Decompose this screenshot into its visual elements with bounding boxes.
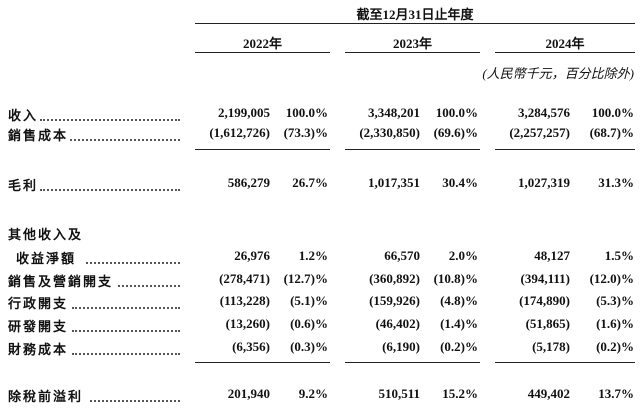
row-label-cost-of-sales: 銷售成本	[8, 128, 69, 143]
cell-percent: (1.4)%	[440, 316, 478, 331]
cell-value: 1,027,319	[518, 175, 570, 190]
cell-percent: (12.7)%	[283, 271, 328, 286]
year-2024-header: 2024年	[545, 36, 585, 51]
cell-value: 66,570	[384, 248, 420, 263]
leader-dots	[40, 119, 180, 121]
cell-value: 48,127	[534, 248, 570, 263]
cell-percent: (4.8)%	[440, 293, 478, 308]
year-2024-rule	[495, 52, 635, 53]
cell-value: (360,892)	[369, 271, 420, 286]
row-label-profit-before-tax: 除稅前溢利	[8, 389, 84, 404]
cell-value: (2,257,257)	[509, 125, 570, 140]
cell-percent: 100.0%	[285, 105, 328, 120]
leader-dots	[70, 139, 180, 141]
cell-value: (6,356)	[232, 339, 270, 354]
cell-value: 26,976	[234, 248, 270, 263]
row-label-rd-expenses: 研發開支	[8, 319, 69, 334]
sum-rule	[195, 362, 330, 363]
cell-value: (394,111)	[520, 271, 570, 286]
cell-percent: 13.7%	[598, 386, 634, 401]
year-2022-rule	[195, 52, 330, 53]
cell-value: 3,284,576	[518, 105, 570, 120]
cell-value: (46,402)	[375, 316, 420, 331]
row-label-other-income-line1: 其他收入及	[8, 227, 84, 242]
cell-percent: 26.7%	[292, 175, 328, 190]
cell-value: (13,260)	[225, 316, 270, 331]
cell-percent: (0.2)%	[596, 339, 634, 354]
row-label-finance-costs: 財務成本	[8, 342, 69, 357]
year-2023-header: 2023年	[392, 36, 432, 51]
cell-percent: (0.3)%	[290, 339, 328, 354]
cell-percent: 1.5%	[604, 248, 634, 263]
cell-percent: 30.4%	[442, 175, 478, 190]
cell-percent: (69.6)%	[433, 125, 478, 140]
cell-percent: (1.6)%	[596, 316, 634, 331]
cell-percent: 1.2%	[298, 248, 328, 263]
cell-percent: 31.3%	[598, 175, 634, 190]
leader-dots	[86, 262, 180, 264]
year-2022-header: 2022年	[242, 36, 282, 51]
sum-rule	[495, 362, 635, 363]
cell-value: (2,330,850)	[359, 125, 420, 140]
leader-dots	[40, 189, 180, 191]
period-title: 截至12月31日止年度	[356, 7, 474, 22]
cell-percent: (0.6)%	[290, 316, 328, 331]
row-label-gross-profit: 毛利	[8, 178, 39, 193]
sum-rule	[345, 149, 480, 150]
cell-value: (174,890)	[519, 293, 570, 308]
sum-rule	[195, 149, 330, 150]
cell-value: 3,348,201	[368, 105, 420, 120]
cell-percent: (73.3)%	[283, 125, 328, 140]
cell-percent: (10.8)%	[433, 271, 478, 286]
cell-percent: (68.7)%	[589, 125, 634, 140]
cell-percent: (5.3)%	[596, 293, 634, 308]
cell-percent: 9.2%	[298, 386, 328, 401]
leader-dots	[90, 400, 180, 402]
cell-value: (6,190)	[382, 339, 420, 354]
leader-dots	[72, 353, 180, 355]
cell-percent: 100.0%	[591, 105, 634, 120]
row-label-admin-expenses: 行政開支	[8, 296, 69, 311]
cell-value: 201,940	[227, 386, 270, 401]
leader-dots	[72, 330, 180, 332]
cell-value: (159,926)	[369, 293, 420, 308]
row-label-selling-expenses: 銷售及營銷開支	[8, 274, 114, 289]
leader-dots	[118, 285, 180, 287]
sum-rule	[345, 362, 480, 363]
cell-percent: 15.2%	[442, 386, 478, 401]
cell-percent: (5.1)%	[290, 293, 328, 308]
cell-value: (113,228)	[219, 293, 270, 308]
cell-value: (51,865)	[525, 316, 570, 331]
cell-value: 449,402	[527, 386, 570, 401]
cell-percent: 2.0%	[448, 248, 478, 263]
cell-value: (278,471)	[219, 271, 270, 286]
cell-value: 586,279	[227, 175, 270, 190]
header-rule	[195, 23, 635, 24]
cell-value: (1,612,726)	[209, 125, 270, 140]
cell-percent: 100.0%	[435, 105, 478, 120]
cell-value: 1,017,351	[368, 175, 420, 190]
cell-percent: (0.2)%	[440, 339, 478, 354]
cell-value: 2,199,005	[218, 105, 270, 120]
cell-value: (5,178)	[532, 339, 570, 354]
row-label-other-income: 收益淨額	[16, 251, 77, 266]
sum-rule	[495, 149, 635, 150]
unit-note: (人民幣千元，百分比除外)	[482, 66, 634, 81]
leader-dots	[72, 307, 180, 309]
row-label-revenue: 收入	[8, 108, 39, 123]
cell-percent: (12.0)%	[589, 271, 634, 286]
cell-value: 510,511	[378, 386, 420, 401]
year-2023-rule	[345, 52, 480, 53]
